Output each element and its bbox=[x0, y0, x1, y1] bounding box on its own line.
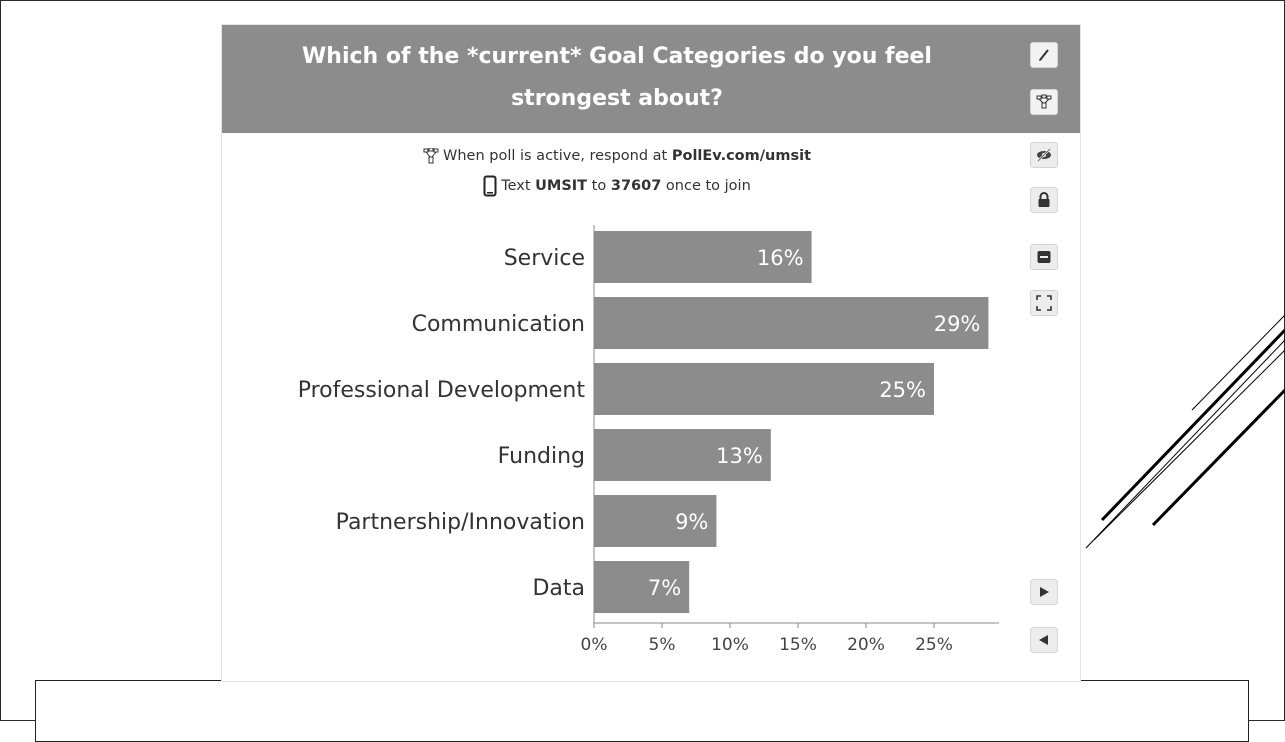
poll-title-line-2: strongest about? bbox=[511, 86, 723, 111]
previous-poll-button[interactable] bbox=[1030, 627, 1058, 653]
category-label-funding: Funding bbox=[498, 444, 585, 469]
deco-line-1 bbox=[1191, 314, 1285, 411]
value-label-professional-development: 25% bbox=[879, 378, 926, 402]
category-label-data: Data bbox=[532, 576, 585, 601]
value-label-communication: 29% bbox=[934, 312, 981, 336]
lower-text-box[interactable] bbox=[35, 680, 1249, 742]
deco-line-5 bbox=[1151, 388, 1285, 527]
lock-icon bbox=[1038, 192, 1050, 207]
x-tick-label: 0% bbox=[581, 635, 608, 655]
bar-funding bbox=[594, 429, 771, 481]
lock-button[interactable] bbox=[1030, 187, 1058, 213]
respond-url[interactable]: PollEv.com/umsit bbox=[671, 148, 811, 164]
poll-instructions: When poll is active, respond at PollEv.c… bbox=[222, 141, 1012, 201]
value-label-data: 7% bbox=[648, 576, 681, 600]
x-tick-label: 20% bbox=[847, 635, 885, 655]
hide-responses-button[interactable] bbox=[1030, 142, 1058, 168]
edit-button[interactable] bbox=[1030, 42, 1058, 68]
bar-communication bbox=[594, 297, 989, 349]
category-label-service: Service bbox=[504, 246, 585, 271]
decorative-lines bbox=[1085, 314, 1285, 549]
pencil-icon bbox=[1039, 49, 1049, 61]
respond-prefix: When poll is active, respond at bbox=[443, 148, 672, 164]
bar-professional-development bbox=[594, 363, 934, 415]
category-label-communication: Communication bbox=[412, 312, 585, 337]
archive-icon bbox=[1037, 251, 1051, 263]
fullscreen-icon bbox=[1036, 295, 1052, 311]
bar-data bbox=[594, 561, 690, 613]
deco-line-2 bbox=[1100, 328, 1285, 522]
value-label-service: 16% bbox=[757, 246, 804, 270]
poll-logo-icon bbox=[1036, 94, 1052, 109]
deco-line-3 bbox=[1085, 339, 1285, 549]
x-tick-label: 25% bbox=[915, 635, 953, 655]
x-tick-label: 15% bbox=[779, 635, 817, 655]
poll-title-line-1: Which of the *current* Goal Categories d… bbox=[302, 44, 932, 69]
text-middle: to bbox=[587, 178, 611, 194]
poll-logo-button[interactable] bbox=[1030, 89, 1058, 115]
x-tick-label: 10% bbox=[711, 635, 749, 655]
text-number: 37607 bbox=[610, 178, 662, 194]
poll-header bbox=[222, 25, 1080, 133]
fullscreen-button[interactable] bbox=[1030, 290, 1058, 316]
value-label-partnership-innovation: 9% bbox=[675, 510, 708, 534]
poll-panel: Which of the *current* Goal Categories d… bbox=[221, 24, 1081, 682]
archive-button[interactable] bbox=[1030, 244, 1058, 270]
text-keyword: UMSIT bbox=[535, 178, 588, 194]
category-label-professional-development: Professional Development bbox=[298, 378, 586, 403]
respond-instruction: When poll is active, respond at PollEv.c… bbox=[222, 141, 1012, 171]
text-prefix: Text bbox=[501, 178, 536, 194]
next-arrow-icon bbox=[1040, 587, 1049, 597]
phone-icon bbox=[483, 175, 497, 197]
results-bar-chart: Service 16% Communication 29% Professional D… bbox=[298, 225, 999, 655]
x-tick-label: 5% bbox=[649, 635, 676, 655]
next-poll-button[interactable] bbox=[1030, 579, 1058, 605]
bar-partnership-innovation bbox=[594, 495, 717, 547]
deco-line-4 bbox=[1093, 349, 1285, 541]
bar-service bbox=[594, 231, 812, 283]
poll-logo-icon bbox=[423, 148, 439, 164]
hide-eye-icon bbox=[1037, 148, 1051, 162]
poll-title: Which of the *current* Goal Categories d… bbox=[222, 36, 1012, 120]
text-instruction: Text UMSIT to 37607 once to join bbox=[222, 171, 1012, 201]
prev-arrow-icon bbox=[1039, 635, 1048, 645]
text-suffix: once to join bbox=[661, 178, 751, 194]
category-label-partnership-innovation: Partnership/Innovation bbox=[336, 510, 585, 535]
value-label-funding: 13% bbox=[716, 444, 763, 468]
